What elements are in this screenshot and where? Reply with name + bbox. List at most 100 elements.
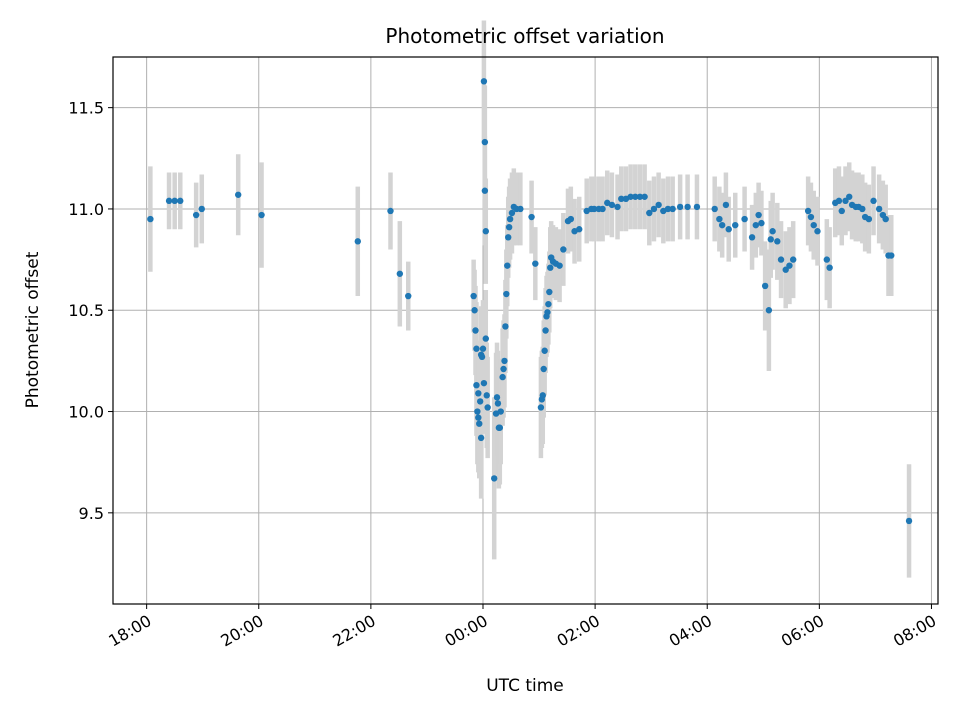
data-point xyxy=(545,300,552,308)
data-point xyxy=(693,203,701,211)
data-point xyxy=(786,262,793,269)
data-point xyxy=(500,365,507,373)
data-point xyxy=(718,221,726,229)
data-point xyxy=(478,353,486,361)
data-point xyxy=(618,195,625,203)
data-point xyxy=(473,382,480,389)
data-point xyxy=(614,203,621,211)
data-point xyxy=(556,262,563,269)
data-point xyxy=(474,408,481,415)
data-point xyxy=(567,215,575,223)
data-point xyxy=(497,408,504,415)
gridlines xyxy=(113,57,938,604)
data-point xyxy=(491,475,498,482)
data-point xyxy=(476,420,483,427)
data-point xyxy=(641,193,648,200)
data-point xyxy=(835,197,843,205)
data-point xyxy=(494,400,502,407)
data-point xyxy=(528,213,535,221)
data-point xyxy=(544,309,551,316)
chart-title: Photometric offset variation xyxy=(385,24,664,48)
data-point xyxy=(846,193,853,200)
data-point xyxy=(532,260,539,267)
data-point xyxy=(505,234,512,241)
data-point xyxy=(769,228,776,235)
data-point xyxy=(483,392,490,399)
data-point xyxy=(177,197,184,205)
data-point xyxy=(870,197,877,205)
data-point xyxy=(823,256,831,263)
data-point xyxy=(627,193,634,200)
data-point xyxy=(484,404,491,411)
data-point xyxy=(475,414,482,421)
data-point xyxy=(505,223,513,231)
data-point xyxy=(481,187,489,194)
y-axis-title: Photometric offset xyxy=(23,251,43,408)
data-point xyxy=(767,236,774,243)
data-point xyxy=(480,78,488,85)
data-point xyxy=(542,327,549,334)
data-point xyxy=(684,203,691,211)
data-point xyxy=(782,266,789,273)
data-point xyxy=(354,238,361,245)
data-point xyxy=(147,215,154,223)
data-point xyxy=(560,246,567,253)
data-point xyxy=(473,345,480,352)
data-point xyxy=(761,282,769,290)
data-point xyxy=(655,201,662,209)
data-point xyxy=(405,292,412,300)
data-point xyxy=(807,213,815,221)
data-point xyxy=(725,226,732,233)
data-point xyxy=(789,256,797,263)
data-point xyxy=(539,392,546,399)
data-point xyxy=(477,434,485,442)
data-point xyxy=(508,209,516,217)
data-point xyxy=(608,201,616,209)
data-point xyxy=(765,307,773,314)
data-point xyxy=(482,335,489,342)
data-point xyxy=(493,394,501,401)
data-point xyxy=(503,290,510,298)
data-point xyxy=(859,205,866,213)
data-point xyxy=(501,357,508,365)
data-point xyxy=(711,205,718,213)
data-point xyxy=(590,205,598,213)
data-point xyxy=(599,205,606,213)
data-point xyxy=(475,390,482,397)
data-point xyxy=(722,201,730,209)
data-point xyxy=(540,365,547,373)
data-point xyxy=(541,347,548,354)
y-tick-label: 10.0 xyxy=(68,403,104,422)
data-point xyxy=(865,215,873,223)
data-point xyxy=(810,221,817,229)
data-point xyxy=(496,424,504,431)
data-point xyxy=(502,323,509,330)
data-point xyxy=(650,205,658,213)
data-point xyxy=(476,398,484,405)
data-point xyxy=(396,270,404,277)
data-point xyxy=(546,288,553,296)
y-tick-label: 11.0 xyxy=(68,200,104,219)
data-point xyxy=(632,193,639,200)
data-point xyxy=(471,307,478,314)
data-point xyxy=(636,193,644,200)
data-point xyxy=(472,327,479,334)
data-point xyxy=(804,207,812,215)
data-point xyxy=(888,252,895,259)
data-points xyxy=(147,78,913,525)
data-point xyxy=(777,256,785,263)
data-point xyxy=(748,234,756,241)
data-point xyxy=(732,221,739,229)
y-tick-label: 11.5 xyxy=(68,99,104,118)
data-point xyxy=(669,205,676,213)
data-point xyxy=(774,238,781,245)
data-point xyxy=(499,373,506,381)
data-point xyxy=(387,207,394,215)
data-point xyxy=(664,205,672,213)
data-point xyxy=(741,215,748,223)
data-point xyxy=(234,191,242,198)
data-point xyxy=(165,197,173,205)
data-point xyxy=(480,379,488,387)
data-point xyxy=(752,221,760,229)
data-point xyxy=(814,228,821,235)
